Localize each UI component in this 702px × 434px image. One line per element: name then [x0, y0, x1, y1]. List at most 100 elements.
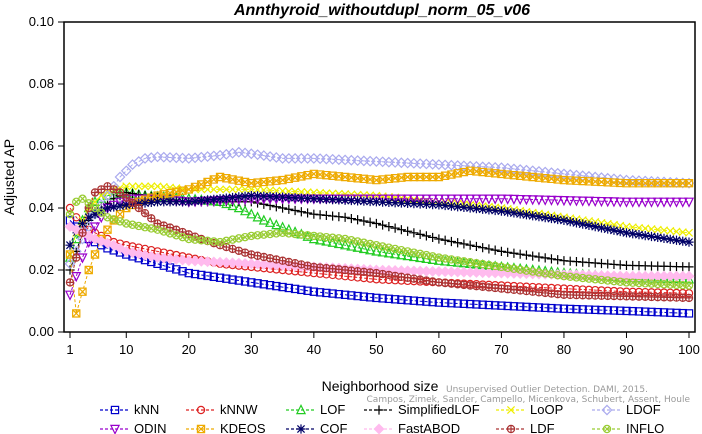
data-point	[221, 193, 231, 203]
legend-item-lof: LOF	[286, 402, 345, 417]
legend-marker	[110, 405, 120, 415]
data-point	[354, 238, 361, 245]
data-point	[653, 279, 662, 289]
data-point	[490, 245, 500, 255]
data-point	[478, 300, 487, 309]
data-point	[365, 293, 375, 302]
data-point	[684, 179, 694, 188]
data-point	[347, 291, 356, 300]
data-point	[465, 240, 475, 250]
data-point	[565, 217, 575, 227]
data-point	[184, 197, 194, 207]
data-point	[677, 197, 688, 208]
data-point	[377, 246, 388, 257]
data-point	[209, 194, 219, 204]
data-point	[102, 190, 113, 202]
legend-label: LoOP	[530, 402, 563, 417]
data-point	[509, 302, 519, 311]
data-point	[548, 271, 555, 278]
x-tick-label: 10	[119, 342, 133, 357]
data-point	[290, 193, 300, 203]
data-point	[284, 187, 293, 196]
data-point	[684, 309, 694, 318]
data-point	[521, 250, 532, 260]
legend-label: ODIN	[134, 421, 167, 434]
legend-label: INFLO	[626, 421, 664, 434]
data-point	[509, 264, 519, 273]
data-point	[135, 223, 142, 229]
data-point	[190, 235, 200, 244]
data-point	[642, 280, 649, 287]
data-point	[434, 200, 444, 210]
data-point	[177, 197, 188, 207]
data-point	[296, 207, 306, 217]
data-point	[604, 277, 611, 284]
data-point	[110, 216, 117, 223]
data-point	[636, 280, 642, 286]
data-point	[340, 212, 350, 222]
data-point	[467, 259, 474, 266]
data-point	[204, 237, 211, 244]
data-point	[371, 218, 381, 229]
data-point	[246, 208, 257, 219]
data-point	[446, 236, 457, 247]
data-point	[591, 275, 600, 284]
data-point	[528, 303, 537, 312]
data-point	[553, 255, 563, 265]
data-point	[141, 182, 150, 191]
data-point	[523, 267, 530, 274]
data-point	[417, 250, 424, 257]
data-point	[403, 296, 412, 305]
legend-label: KDEOS	[220, 421, 266, 434]
data-point	[64, 290, 76, 301]
data-point	[484, 300, 494, 310]
data-point	[103, 182, 112, 190]
data-point	[229, 236, 236, 243]
data-point	[422, 250, 431, 260]
data-point	[302, 208, 313, 218]
data-point	[572, 273, 581, 282]
data-point	[77, 218, 88, 229]
data-point	[578, 273, 587, 283]
data-point	[554, 272, 561, 279]
data-point	[141, 209, 149, 217]
data-point	[297, 230, 306, 239]
data-point	[259, 230, 269, 239]
data-point	[603, 306, 612, 315]
data-point	[591, 305, 600, 315]
data-point	[190, 269, 200, 279]
data-point	[102, 237, 113, 249]
legend-marker	[374, 405, 384, 415]
data-point	[72, 254, 80, 262]
data-point	[421, 231, 431, 241]
data-point	[104, 214, 111, 221]
data-point	[216, 185, 225, 194]
data-point	[517, 266, 524, 273]
data-point	[371, 197, 381, 207]
data-point	[453, 202, 463, 212]
data-point	[284, 204, 294, 214]
data-point	[503, 301, 512, 311]
data-point	[228, 275, 237, 284]
data-point	[284, 229, 294, 238]
data-point	[270, 152, 282, 163]
data-point	[479, 261, 486, 268]
data-point	[597, 305, 606, 315]
legend-label: LDF	[530, 421, 555, 434]
data-point	[209, 185, 218, 194]
data-point	[290, 284, 300, 294]
data-point	[503, 263, 512, 273]
data-point	[135, 204, 143, 212]
data-point	[128, 199, 137, 207]
data-point	[484, 244, 494, 254]
data-point	[415, 229, 425, 239]
legend-label: LOF	[320, 402, 345, 417]
data-point	[367, 241, 374, 247]
data-point	[428, 252, 437, 261]
data-point	[684, 228, 694, 237]
data-point	[378, 220, 388, 230]
data-point	[403, 198, 413, 208]
plot-frame	[63, 21, 696, 333]
data-point	[148, 225, 155, 232]
data-point	[234, 276, 244, 285]
